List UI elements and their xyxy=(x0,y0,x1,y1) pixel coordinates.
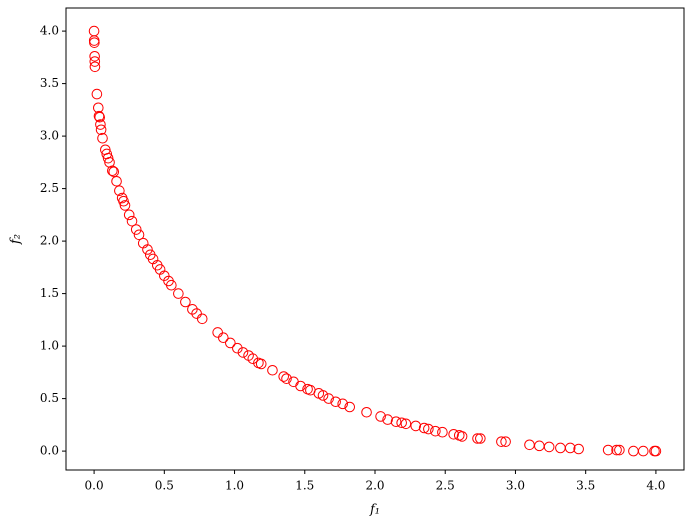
point xyxy=(337,398,348,410)
point xyxy=(93,110,105,122)
point xyxy=(111,175,122,187)
point xyxy=(218,332,229,344)
point xyxy=(555,442,566,454)
point xyxy=(375,411,386,422)
point xyxy=(89,61,101,73)
point xyxy=(472,433,483,444)
point xyxy=(361,406,372,418)
point xyxy=(500,436,511,447)
point xyxy=(611,444,622,456)
point xyxy=(88,35,100,46)
x-tick-label: 2.0 xyxy=(365,479,384,493)
y-tick-label: 1.0 xyxy=(40,339,59,353)
point xyxy=(133,229,145,241)
point xyxy=(130,224,142,235)
point xyxy=(191,308,202,319)
point xyxy=(448,429,459,440)
point xyxy=(543,441,555,453)
point xyxy=(475,433,486,444)
point xyxy=(247,353,259,365)
y-tick-label: 4.0 xyxy=(40,24,59,38)
point xyxy=(281,373,292,384)
point xyxy=(456,431,468,442)
point xyxy=(212,327,223,338)
point xyxy=(628,445,639,457)
point xyxy=(344,401,356,413)
x-tick-label: 3.5 xyxy=(576,479,595,493)
y-tick-label: 3.5 xyxy=(40,76,59,90)
point xyxy=(382,414,393,425)
point xyxy=(180,296,191,308)
point xyxy=(390,416,402,428)
point xyxy=(602,444,614,456)
x-tick-label: 3.0 xyxy=(506,479,525,493)
point xyxy=(166,279,177,291)
point xyxy=(97,132,108,144)
point xyxy=(278,371,290,382)
point xyxy=(295,380,306,392)
point xyxy=(119,200,131,211)
point xyxy=(637,445,649,457)
point xyxy=(142,244,153,255)
point xyxy=(418,422,430,434)
point xyxy=(225,337,236,349)
y-axis-label: f₂ xyxy=(9,234,24,245)
point xyxy=(323,393,334,404)
point xyxy=(95,124,107,136)
point xyxy=(107,165,118,177)
point xyxy=(614,444,625,456)
point xyxy=(91,88,103,100)
y-tick-label: 3.0 xyxy=(40,129,59,143)
point xyxy=(437,426,448,438)
plot-frame xyxy=(65,7,685,471)
point xyxy=(89,51,100,62)
point xyxy=(396,417,407,429)
point xyxy=(400,418,412,430)
point xyxy=(95,119,106,130)
point xyxy=(118,195,129,207)
point xyxy=(187,304,198,315)
y-tick-label: 2.0 xyxy=(40,234,59,248)
point xyxy=(524,439,535,451)
point xyxy=(410,420,422,432)
x-tick-label: 4.0 xyxy=(646,479,665,493)
y-tick-label: 0.5 xyxy=(40,391,59,405)
point xyxy=(330,396,341,408)
point xyxy=(102,152,114,164)
point xyxy=(564,442,576,454)
point xyxy=(173,288,184,299)
point xyxy=(108,166,120,178)
x-axis-label: f₁ xyxy=(369,503,380,518)
y-tick-label: 2.5 xyxy=(40,181,59,195)
point xyxy=(232,342,243,354)
point xyxy=(237,347,249,358)
x-tick-label: 2.5 xyxy=(436,479,455,493)
point xyxy=(267,364,278,376)
y-tick-label: 1.5 xyxy=(40,286,59,300)
point xyxy=(94,111,106,123)
point xyxy=(88,25,100,37)
point xyxy=(126,215,138,227)
point xyxy=(496,436,507,447)
point xyxy=(89,56,101,67)
point xyxy=(317,390,329,401)
point xyxy=(423,423,434,435)
y-tick-label: 0.0 xyxy=(40,444,59,458)
point xyxy=(89,37,100,48)
x-tick-label: 1.0 xyxy=(225,479,244,493)
point xyxy=(255,358,267,370)
x-tick-label: 0.0 xyxy=(85,479,104,493)
x-tick-label: 1.5 xyxy=(295,479,314,493)
point xyxy=(430,425,441,437)
x-tick-label: 0.5 xyxy=(155,479,174,493)
point xyxy=(534,440,545,452)
point xyxy=(573,443,584,455)
point xyxy=(196,313,208,325)
point xyxy=(114,185,125,196)
point xyxy=(123,209,135,221)
point xyxy=(650,445,662,457)
